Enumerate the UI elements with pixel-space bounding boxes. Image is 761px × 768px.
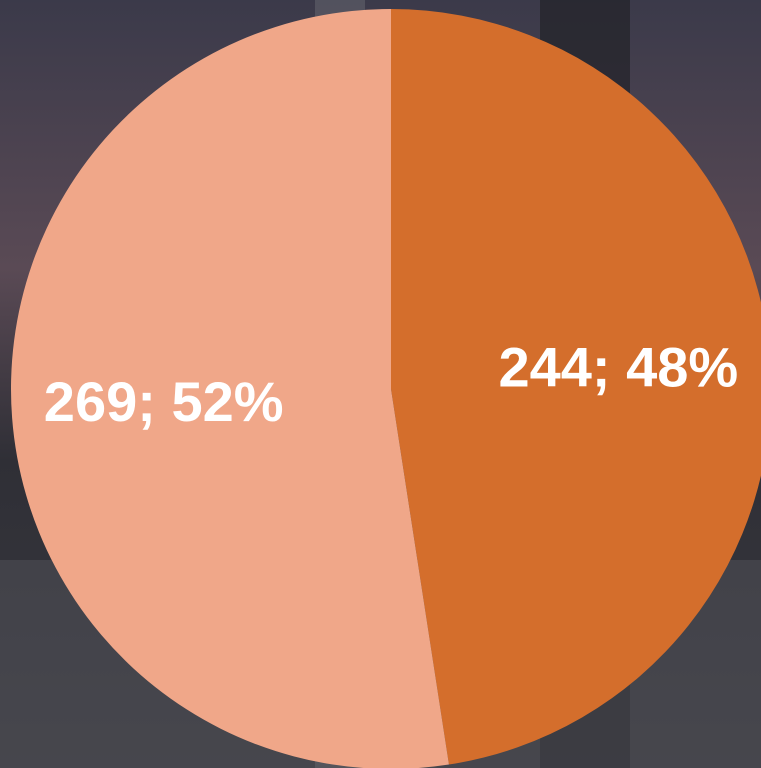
pie-slice [391,9,761,765]
pie: 244; 48% 269; 52% [11,9,761,768]
pie-slice [11,9,449,768]
data-label: 244; 48% [498,335,738,398]
data-label: 269; 52% [44,370,284,433]
